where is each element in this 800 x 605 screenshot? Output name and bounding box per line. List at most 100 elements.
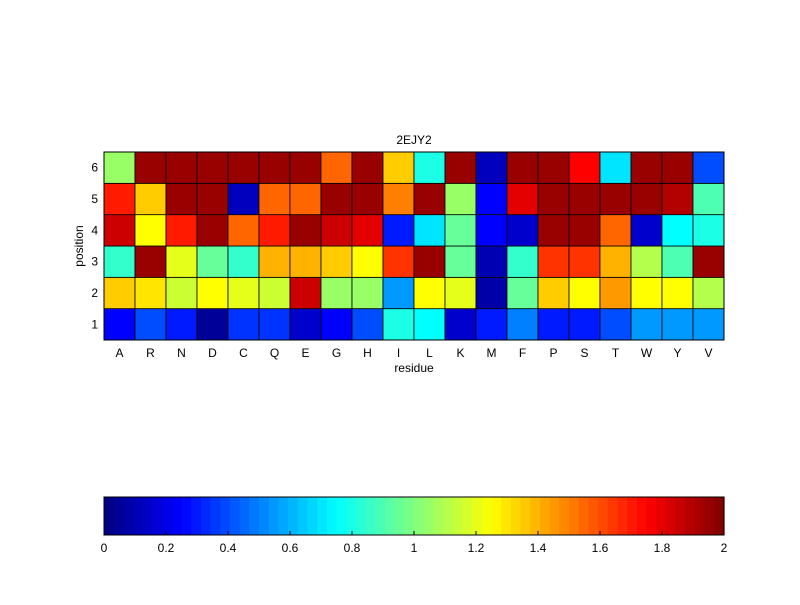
heatmap-cell: [692, 151, 725, 184]
heatmap-cell: [661, 214, 694, 247]
colorbar-segment: [220, 497, 231, 535]
colorbar-segment: [133, 497, 144, 535]
colorbar-segment: [113, 497, 124, 535]
colorbar-segment: [307, 497, 318, 535]
heatmap-cell: [351, 308, 384, 341]
heatmap-cell: [289, 214, 322, 247]
colorbar-tick-label: 2: [721, 541, 728, 555]
x-tick-label: D: [208, 346, 217, 360]
colorbar-segment: [152, 497, 163, 535]
colorbar-segment: [656, 497, 667, 535]
colorbar-segment: [598, 497, 609, 535]
heatmap-cell: [568, 214, 601, 247]
heatmap-cell: [568, 276, 601, 310]
y-tick-label: 2: [91, 286, 98, 300]
x-tick-label: V: [704, 346, 712, 360]
colorbar-segment: [162, 497, 173, 535]
y-tick-label: 3: [91, 255, 98, 269]
heatmap-cell: [537, 151, 570, 184]
colorbar-segment: [617, 497, 628, 535]
colorbar-tick-label: 1.6: [592, 541, 609, 555]
y-tick-label: 4: [91, 223, 98, 237]
heatmap-cell: [630, 214, 663, 247]
colorbar-segment: [578, 497, 589, 535]
heatmap-cell: [568, 245, 601, 278]
colorbar-segment: [694, 497, 706, 535]
colorbar-segment: [452, 497, 464, 535]
heatmap-cell: [413, 276, 446, 310]
colorbar-tick-label: 1.8: [654, 541, 671, 555]
heatmap-cell: [661, 151, 694, 184]
colorbar-segment: [665, 497, 677, 535]
colorbar-segment: [404, 497, 415, 535]
heatmap-cell: [382, 214, 415, 247]
heatmap-cell: [413, 151, 446, 184]
colorbar-segment: [355, 497, 367, 535]
heatmap-cell: [599, 245, 632, 278]
colorbar-segment: [607, 497, 619, 535]
heatmap-cell: [165, 214, 198, 247]
colorbar-segment: [375, 497, 386, 535]
x-tick-label: R: [146, 346, 155, 360]
y-axis-label: position: [72, 225, 86, 266]
heatmap-cell: [258, 182, 291, 216]
heatmap-cell: [537, 245, 570, 278]
heatmap-cell: [320, 245, 353, 278]
colorbar-segment: [317, 497, 328, 535]
heatmap-cell: [103, 214, 136, 247]
x-tick-label: I: [397, 346, 400, 360]
x-tick-label: H: [363, 346, 372, 360]
heatmap-cell: [692, 182, 725, 216]
heatmap-cell: [382, 245, 415, 278]
heatmap-cell: [320, 308, 353, 341]
x-tick-label: M: [487, 346, 497, 360]
heatmap-cell: [506, 276, 539, 310]
heatmap-cell: [165, 308, 198, 341]
colorbar-segment: [491, 497, 502, 535]
heatmap-cell: [196, 308, 229, 341]
heatmap-cell: [537, 214, 570, 247]
heatmap-cell: [444, 245, 477, 278]
y-tick-label: 1: [91, 317, 98, 331]
heatmap-cell: [444, 276, 477, 310]
heatmap-cell: [692, 308, 725, 341]
heatmap-cell: [630, 245, 663, 278]
colorbar-tick-label: 1.2: [468, 541, 485, 555]
heatmap-cell: [289, 151, 322, 184]
heatmap-cell: [413, 214, 446, 247]
colorbar-segment: [714, 497, 725, 535]
heatmap-cell: [630, 308, 663, 341]
heatmap-cell: [134, 214, 167, 247]
x-axis-label: residue: [394, 361, 434, 375]
heatmap-cell: [506, 308, 539, 341]
x-tick-label: Q: [270, 346, 279, 360]
colorbar-tick-label: 1: [411, 541, 418, 555]
heatmap-cell: [444, 214, 477, 247]
colorbar-segment: [530, 497, 541, 535]
heatmap-cell: [196, 182, 229, 216]
heatmap-cell: [599, 151, 632, 184]
heatmap-cell: [165, 276, 198, 310]
colorbar-segment: [259, 497, 270, 535]
heatmap-cell: [692, 276, 725, 310]
x-tick-label: T: [612, 346, 620, 360]
heatmap-cell: [537, 308, 570, 341]
colorbar-segment: [481, 497, 493, 535]
heatmap-cell: [320, 276, 353, 310]
heatmap-cell: [258, 308, 291, 341]
heatmap-cell: [134, 151, 167, 184]
colorbar-segment: [433, 497, 444, 535]
x-tick-label: C: [239, 346, 248, 360]
heatmap-cell: [351, 182, 384, 216]
x-tick-label: G: [332, 346, 341, 360]
colorbar-segment: [181, 497, 192, 535]
y-tick-label: 5: [91, 192, 98, 206]
heatmap-cell: [258, 276, 291, 310]
x-tick-label: W: [641, 346, 653, 360]
x-tick-label: A: [115, 346, 123, 360]
colorbar-segment: [627, 497, 638, 535]
heatmap-cell: [103, 151, 136, 184]
heatmap-cell: [444, 151, 477, 184]
heatmap-cell: [413, 245, 446, 278]
x-tick-label: S: [580, 346, 588, 360]
